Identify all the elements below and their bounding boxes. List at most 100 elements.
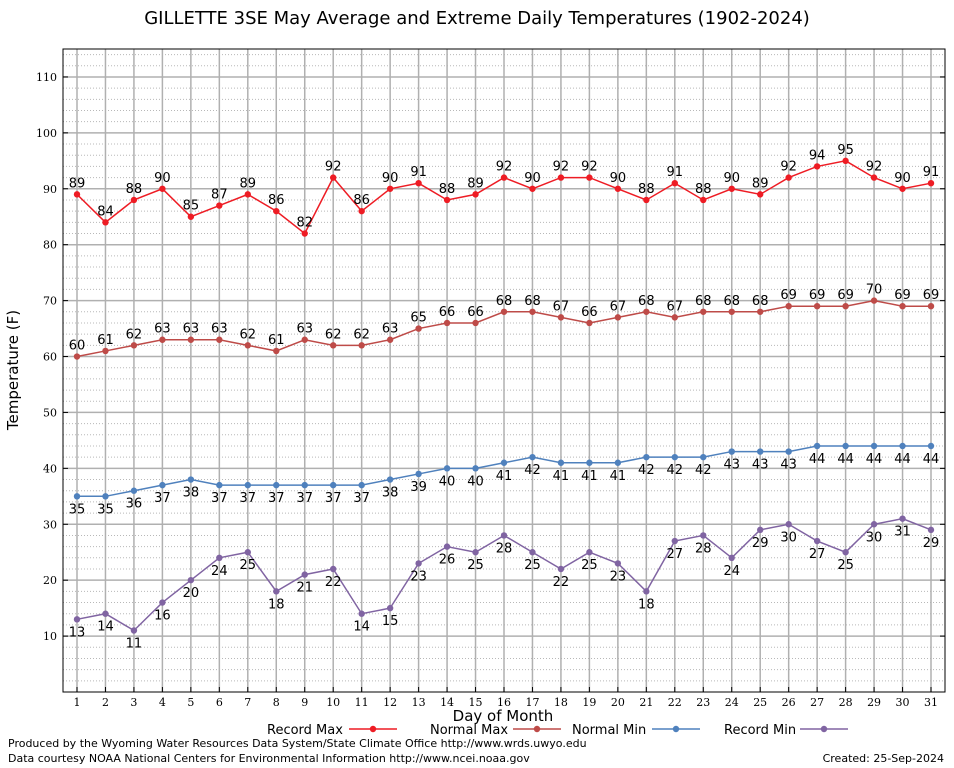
record-max-point bbox=[244, 191, 251, 198]
x-axis-label: Day of Month bbox=[453, 707, 554, 725]
record-max-point bbox=[700, 196, 707, 204]
record-min-data-label: 28 bbox=[695, 541, 712, 556]
normal-min-point bbox=[899, 442, 906, 450]
record-min-point bbox=[159, 599, 166, 606]
normal-max-point bbox=[301, 336, 308, 343]
record-max-data-label: 88 bbox=[695, 182, 712, 197]
record-min-point bbox=[102, 610, 109, 617]
normal-min-data-label: 38 bbox=[382, 486, 399, 501]
y-tick-label: 110 bbox=[36, 71, 57, 84]
record-max-point bbox=[529, 185, 536, 192]
normal-max-point bbox=[102, 347, 109, 355]
y-tick-label: 70 bbox=[43, 295, 57, 308]
x-tick-label: 18 bbox=[554, 696, 568, 709]
normal-min-data-label: 44 bbox=[894, 452, 911, 467]
record-max-data-label: 92 bbox=[553, 160, 570, 175]
legend-label-record-min: Record Min bbox=[724, 723, 796, 738]
record-max-data-label: 85 bbox=[183, 199, 200, 214]
normal-min-data-label: 35 bbox=[69, 502, 86, 517]
record-min-point bbox=[785, 521, 792, 528]
record-max-point bbox=[927, 179, 935, 187]
normal-max-point bbox=[529, 308, 536, 315]
normal-max-point bbox=[415, 325, 422, 332]
normal-min-point bbox=[614, 459, 622, 466]
record-max-point bbox=[472, 191, 479, 198]
record-min-point bbox=[187, 576, 195, 584]
normal-max-data-label: 69 bbox=[780, 288, 797, 303]
legend-marker-record-max bbox=[369, 725, 377, 733]
normal-max-data-label: 69 bbox=[894, 288, 911, 303]
record-max-data-label: 86 bbox=[353, 193, 370, 208]
record-max-data-label: 91 bbox=[667, 165, 684, 180]
x-tick-label: 9 bbox=[301, 696, 308, 709]
normal-min-point bbox=[159, 481, 166, 489]
normal-min-data-label: 42 bbox=[524, 463, 541, 478]
normal-max-point bbox=[73, 353, 81, 360]
normal-max-data-label: 63 bbox=[296, 322, 313, 337]
record-max-data-label: 90 bbox=[524, 171, 541, 186]
record-min-point bbox=[813, 537, 821, 545]
y-tick-label: 60 bbox=[43, 351, 57, 364]
normal-max-point bbox=[728, 308, 735, 315]
normal-max-point bbox=[813, 303, 821, 310]
record-min-point bbox=[216, 554, 223, 562]
record-max-point bbox=[358, 207, 365, 215]
normal-min-data-label: 43 bbox=[780, 458, 797, 473]
record-min-data-label: 15 bbox=[382, 614, 399, 629]
normal-min-point bbox=[842, 442, 849, 450]
normal-min-point bbox=[671, 453, 678, 461]
normal-max-point bbox=[358, 342, 365, 349]
normal-min-point bbox=[443, 465, 451, 472]
x-tick-label: 14 bbox=[440, 696, 454, 709]
record-max-data-label: 92 bbox=[496, 160, 513, 175]
normal-max-data-label: 66 bbox=[581, 305, 598, 320]
normal-min-point bbox=[273, 481, 280, 489]
normal-min-point bbox=[330, 481, 337, 489]
normal-max-data-label: 65 bbox=[410, 311, 427, 326]
normal-min-point bbox=[187, 476, 195, 483]
normal-min-point bbox=[785, 448, 792, 455]
normal-max-point bbox=[187, 336, 195, 343]
record-max-point bbox=[842, 157, 849, 165]
y-tick-label: 100 bbox=[36, 127, 57, 140]
normal-min-point bbox=[757, 448, 764, 455]
x-tick-label: 6 bbox=[216, 696, 223, 709]
record-min-data-label: 18 bbox=[268, 597, 285, 612]
normal-max-data-label: 67 bbox=[667, 299, 684, 314]
record-min-data-label: 14 bbox=[97, 620, 114, 635]
record-min-point bbox=[330, 565, 337, 573]
normal-min-point bbox=[472, 465, 479, 472]
record-min-data-label: 20 bbox=[183, 586, 200, 601]
normal-max-point bbox=[472, 319, 479, 327]
normal-max-point bbox=[244, 342, 251, 349]
normal-min-data-label: 44 bbox=[923, 452, 940, 467]
normal-min-point bbox=[927, 442, 935, 450]
record-min-point bbox=[244, 549, 251, 556]
normal-max-data-label: 69 bbox=[923, 288, 940, 303]
record-min-data-label: 18 bbox=[638, 597, 655, 612]
x-tick-label: 24 bbox=[725, 696, 739, 709]
record-max-data-label: 91 bbox=[410, 165, 427, 180]
record-min-data-label: 29 bbox=[923, 536, 940, 551]
y-tick-label: 10 bbox=[43, 630, 57, 643]
record-min-point bbox=[557, 565, 565, 573]
record-max-data-label: 86 bbox=[268, 193, 285, 208]
normal-min-data-label: 44 bbox=[837, 452, 854, 467]
y-tick-label: 90 bbox=[43, 183, 57, 196]
record-max-data-label: 90 bbox=[382, 171, 399, 186]
record-min-point bbox=[728, 554, 735, 562]
record-max-data-label: 88 bbox=[638, 182, 655, 197]
x-tick-label: 22 bbox=[668, 696, 682, 709]
record-min-data-label: 21 bbox=[296, 581, 313, 596]
record-min-point bbox=[757, 526, 764, 534]
record-max-data-label: 82 bbox=[296, 216, 313, 231]
x-tick-label: 19 bbox=[582, 696, 596, 709]
normal-max-data-label: 63 bbox=[183, 322, 200, 337]
footer-data-source: Data courtesy NOAA National Centers for … bbox=[8, 752, 530, 765]
x-tick-label: 13 bbox=[412, 696, 426, 709]
record-max-data-label: 89 bbox=[467, 176, 484, 191]
x-tick-label: 16 bbox=[497, 696, 511, 709]
record-min-point bbox=[273, 588, 280, 595]
normal-min-data-label: 37 bbox=[240, 491, 257, 506]
normal-min-data-label: 40 bbox=[467, 474, 484, 489]
